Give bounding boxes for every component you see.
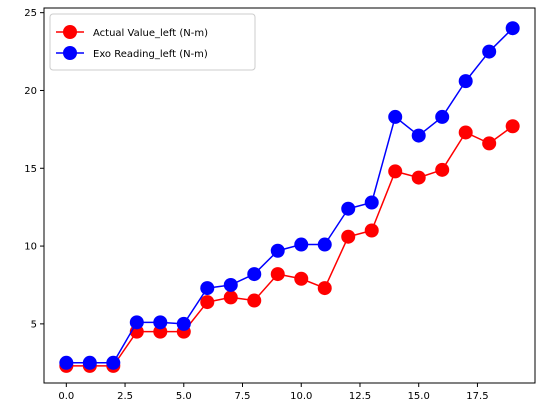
y-tick-label: 25 xyxy=(24,8,37,19)
x-tick-label: 17.5 xyxy=(466,391,488,402)
x-tick-label: 7.5 xyxy=(235,391,251,402)
y-axis: 5 10 15 20 25 xyxy=(24,8,44,330)
legend: Actual Value_left (N-m) Exo Reading_left … xyxy=(49,13,256,71)
x-tick-label: 5.0 xyxy=(176,391,192,402)
legend-entry-1: Actual Value_left (N-m) xyxy=(56,25,208,39)
x-tick-label: 10.0 xyxy=(290,391,312,402)
series-1-point xyxy=(364,223,379,238)
series-2-point xyxy=(505,21,520,36)
y-tick-label: 5 xyxy=(31,319,37,330)
y-tick-label: 15 xyxy=(24,164,37,175)
series-2-point xyxy=(411,128,426,143)
x-tick-label: 0.0 xyxy=(58,391,74,402)
series-layer xyxy=(59,21,520,373)
series-1-point xyxy=(247,293,262,308)
series-2-point xyxy=(82,355,97,370)
series-2-point xyxy=(106,355,121,370)
series-1-point xyxy=(294,271,309,286)
series-2-point xyxy=(200,281,215,296)
legend-entry-2: Exo Reading_left (N-m) xyxy=(56,46,208,60)
legend-label: Actual Value_left (N-m) xyxy=(93,28,208,39)
series-1-point xyxy=(200,295,215,310)
series-2-point xyxy=(482,44,497,59)
x-tick-label: 15.0 xyxy=(408,391,430,402)
legend-label: Exo Reading_left (N-m) xyxy=(93,49,208,60)
series-2-point xyxy=(364,195,379,210)
series-1-point xyxy=(482,136,497,151)
x-tick-label: 2.5 xyxy=(117,391,133,402)
series-2-point xyxy=(294,237,309,252)
series-1-point xyxy=(435,162,450,177)
series-1-point xyxy=(341,229,356,244)
series-2-point xyxy=(435,109,450,124)
series-2-point xyxy=(341,201,356,216)
series-2-point xyxy=(59,355,74,370)
series-1-point xyxy=(270,267,285,282)
y-tick-label: 10 xyxy=(24,242,37,253)
legend-frame xyxy=(49,13,256,71)
legend-marker xyxy=(63,46,77,60)
series-1-point xyxy=(458,125,473,140)
series-2 xyxy=(59,21,520,370)
series-1-point xyxy=(505,119,520,134)
series-2-point xyxy=(270,243,285,258)
series-1-point xyxy=(388,164,403,179)
series-2-point xyxy=(247,267,262,282)
series-2-point xyxy=(317,237,332,252)
series-2-point xyxy=(223,277,238,292)
series-2-point xyxy=(129,315,144,330)
series-2-point xyxy=(458,74,473,89)
x-tick-label: 12.5 xyxy=(349,391,371,402)
y-tick-label: 20 xyxy=(24,86,37,97)
series-1-point xyxy=(223,290,238,305)
series-2-point xyxy=(153,315,168,330)
series-1-point xyxy=(411,170,426,185)
series-2-point xyxy=(388,109,403,124)
legend-marker xyxy=(63,25,77,39)
plot-frame xyxy=(43,7,536,384)
series-2-point xyxy=(176,316,191,331)
series-1-point xyxy=(317,281,332,296)
x-axis: 0.0 2.5 5.0 7.5 10.0 12.5 15.0 17.5 xyxy=(58,383,489,402)
